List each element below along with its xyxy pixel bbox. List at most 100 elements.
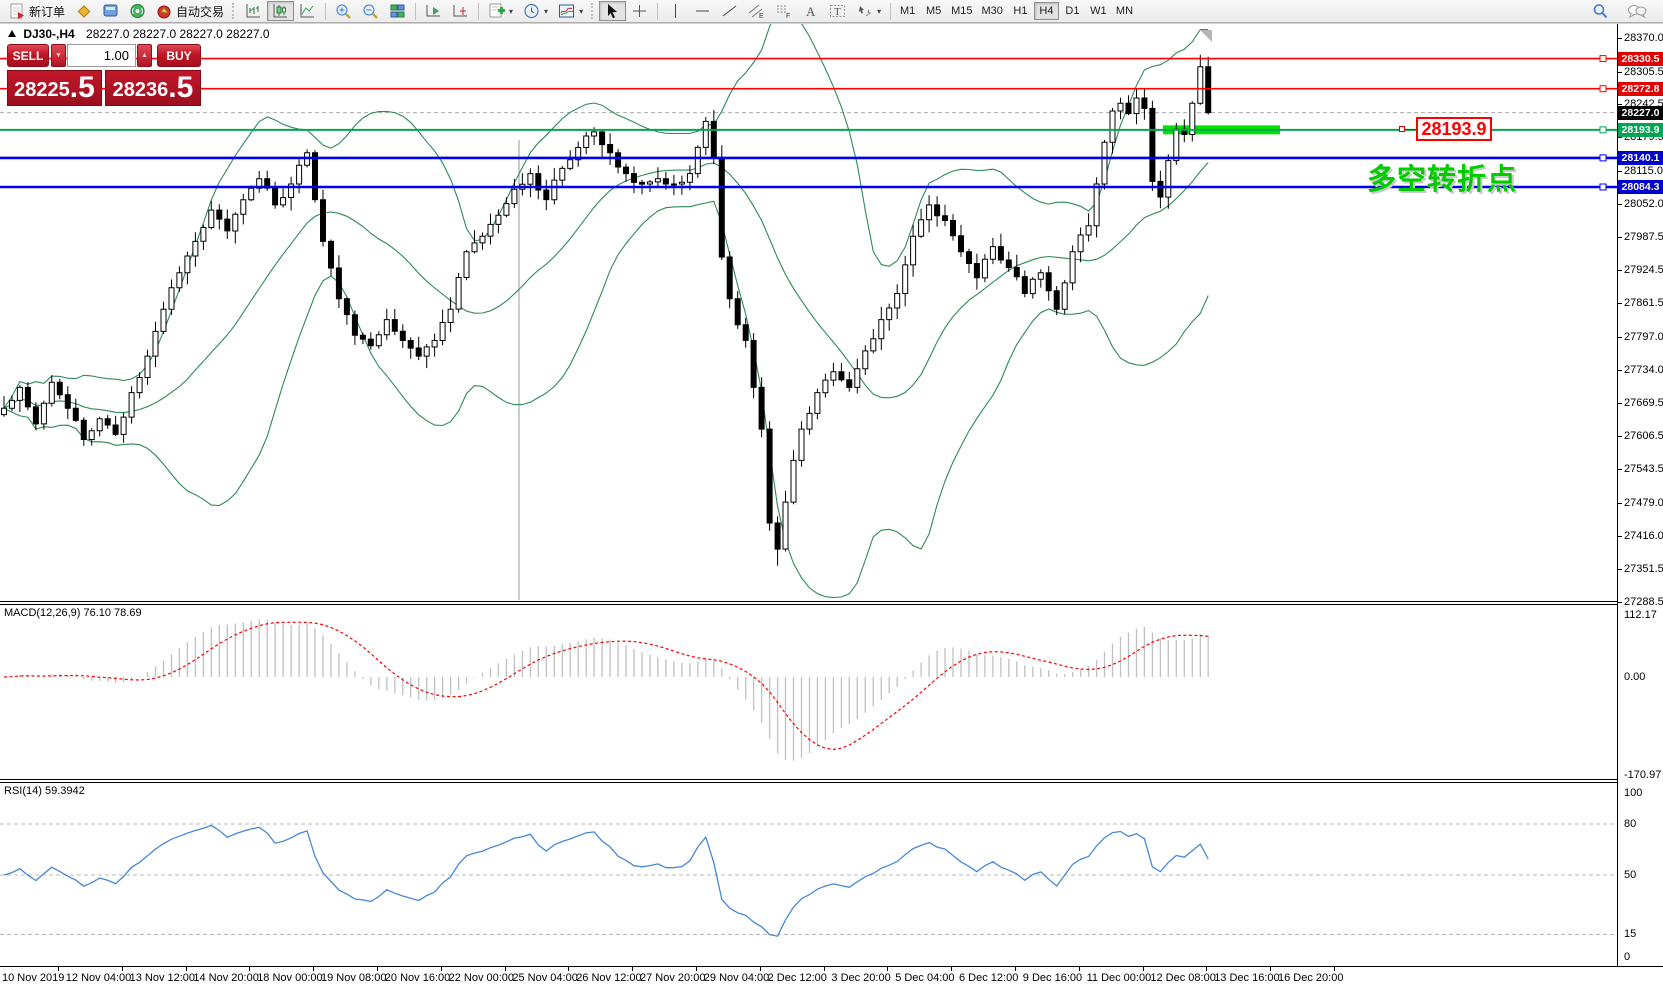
fibonacci-button[interactable]: F <box>770 1 797 21</box>
time-tick <box>1142 967 1144 971</box>
lot-decrease-button[interactable]: ▼ <box>51 44 66 67</box>
trendline-icon <box>721 3 738 19</box>
time-tick <box>1078 967 1080 971</box>
macd-signal-line <box>3 621 1209 751</box>
timeframe-W1[interactable]: W1 <box>1086 2 1111 20</box>
auto-scroll-icon <box>425 3 442 19</box>
crosshair-button[interactable] <box>626 1 653 21</box>
new-order-button[interactable]: 新订单 <box>4 1 70 21</box>
price-tick: 27987.5 <box>1617 231 1663 244</box>
periods-button[interactable]: ▾ <box>518 1 553 21</box>
auto-scroll-button[interactable] <box>420 1 447 21</box>
time-label: 13 Dec 16:00 <box>1214 972 1280 984</box>
arrows-button[interactable]: ▾ <box>851 1 886 21</box>
sell-price-frac: .5 <box>69 71 95 104</box>
line-chart-button[interactable] <box>294 1 321 21</box>
navigator-button[interactable] <box>97 1 124 21</box>
timeframe-M5[interactable]: M5 <box>921 2 946 20</box>
trade-prices-row: 28225.5 28236.5 <box>5 70 203 106</box>
timeframe-H1[interactable]: H1 <box>1008 2 1033 20</box>
buy-price-main: 28236 <box>112 79 169 101</box>
timeframe-MN[interactable]: MN <box>1112 2 1137 20</box>
toolbar-border <box>0 22 1663 24</box>
auto-trading-label: 自动交易 <box>176 4 225 19</box>
time-tick <box>1270 967 1272 971</box>
price-tick: 27351.5 <box>1617 563 1663 576</box>
templates-button[interactable]: ▾ <box>553 1 588 21</box>
price-tick: 27797.0 <box>1617 330 1663 343</box>
zoom-in-button[interactable] <box>330 1 357 21</box>
rsi-indicator-panel[interactable] <box>0 783 1617 966</box>
time-tick <box>313 967 315 971</box>
macd-panel-separator[interactable] <box>0 601 1618 605</box>
price-tick: 28052.0 <box>1617 197 1663 210</box>
new-chart-button[interactable]: ▾ <box>483 1 518 21</box>
tile-windows-button[interactable] <box>384 1 411 21</box>
resistance-line-handle <box>1599 55 1607 63</box>
price-badge: 28227.0 <box>1618 105 1663 120</box>
time-tick <box>696 967 697 971</box>
timeframe-M1[interactable]: M1 <box>895 2 920 20</box>
chart-shift-button[interactable] <box>447 1 474 21</box>
vertical-line-button[interactable] <box>662 1 689 21</box>
timeframe-M15[interactable]: M15 <box>947 2 976 20</box>
resistance-line-handle <box>1599 85 1607 93</box>
sell-button[interactable]: SELL <box>7 44 49 67</box>
horizontal-line-button[interactable] <box>689 1 716 21</box>
zoom-out-button[interactable] <box>357 1 384 21</box>
time-label: 19 Nov 08:00 <box>321 972 387 984</box>
chat-button[interactable] <box>1622 1 1649 21</box>
toolbar-drag-handle <box>232 3 237 19</box>
new-order-icon <box>9 3 26 19</box>
bar-chart-icon <box>245 3 262 19</box>
macd-indicator-panel[interactable] <box>0 605 1617 778</box>
auto-trading-button[interactable]: 自动交易 <box>151 1 229 21</box>
timeframe-M30[interactable]: M30 <box>978 2 1007 20</box>
crosshair-icon <box>631 3 648 19</box>
signal-icon <box>129 3 146 19</box>
main-price-chart[interactable] <box>0 24 1617 601</box>
time-label: 11 Dec 00:00 <box>1086 972 1152 984</box>
rsi-label: RSI(14) 59.3942 <box>4 785 85 797</box>
equidistant-channel-button[interactable]: E <box>743 1 770 21</box>
time-tick <box>823 967 825 971</box>
timeframe-H4[interactable]: H4 <box>1033 2 1059 20</box>
price-badge: 28140.1 <box>1618 150 1663 165</box>
collapse-arrow-icon[interactable] <box>8 30 16 37</box>
bull-bear-turning-point-annotation[interactable]: 多空转折点 <box>1367 164 1518 196</box>
price-tick: 28370.0 <box>1617 32 1663 44</box>
price-callout-anchor <box>1399 126 1405 132</box>
price-tick: 28115.0 <box>1617 164 1663 177</box>
price-axis-border <box>1617 24 1618 966</box>
time-label: 20 Nov 16:00 <box>384 972 451 984</box>
time-label: 12 Nov 04:00 <box>65 972 132 984</box>
buy-price-frac: .5 <box>168 71 194 104</box>
time-label: 25 Nov 04:00 <box>512 972 578 984</box>
search-button[interactable] <box>1587 1 1614 21</box>
price-level-callout[interactable]: 28193.9 <box>1416 117 1492 141</box>
bollinger-upper-band <box>3 24 1209 409</box>
buy-price[interactable]: 28236.5 <box>105 70 201 106</box>
data-center-button[interactable] <box>124 1 151 21</box>
price-badge: 28330.5 <box>1618 51 1663 66</box>
bar-chart-button[interactable] <box>240 1 267 21</box>
candlestick-chart-button[interactable] <box>267 1 295 21</box>
toolbar-right-icons <box>1587 1 1659 21</box>
text-label-button[interactable]: T <box>824 1 851 21</box>
sell-price[interactable]: 28225.5 <box>7 70 102 106</box>
cursor-button[interactable] <box>599 1 627 21</box>
lot-size-input[interactable] <box>67 44 136 67</box>
timeframe-D1[interactable]: D1 <box>1060 2 1085 20</box>
rsi-panel-separator[interactable] <box>0 779 1618 783</box>
dropdown-caret-icon: ▾ <box>877 6 882 16</box>
trendline-button[interactable] <box>716 1 743 21</box>
buy-button[interactable]: BUY <box>157 44 201 67</box>
ohlc-quotes-label: 28227.0 28227.0 28227.0 28227.0 <box>86 27 270 41</box>
time-label: 3 Dec 20:00 <box>831 972 891 984</box>
macd-axis-max: 112.17 <box>1624 609 1657 621</box>
market-watch-button[interactable] <box>70 1 97 21</box>
lot-increase-button[interactable]: ▲ <box>137 44 152 67</box>
text-button[interactable]: A <box>797 1 824 21</box>
price-callout-connector <box>1398 129 1416 130</box>
